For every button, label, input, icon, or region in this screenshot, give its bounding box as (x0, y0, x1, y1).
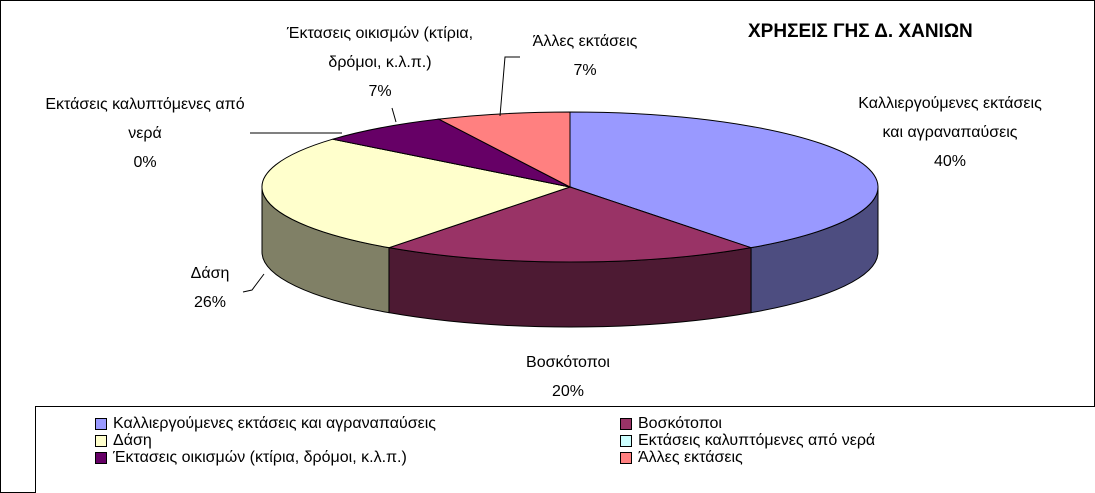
data-label-name: Καλλιεργούμενες εκτάσεις και αγραναπαύσε… (858, 95, 1042, 141)
legend-label: Άλλες εκτάσεις (638, 449, 743, 466)
leader-line (242, 273, 265, 293)
legend-label: Καλλιεργούμενες εκτάσεις και αγραναπαύσε… (113, 415, 436, 432)
leader-line (499, 56, 520, 117)
legend-label: Έκτασεις οικισμών (κτίρια, δρόμοι, κ.λ.π… (113, 449, 407, 466)
legend-swatch (620, 452, 632, 464)
legend-label: Βοσκότοποι (638, 415, 722, 432)
leader-line (391, 107, 397, 123)
data-label-value: 7% (573, 62, 597, 79)
data-label: Καλλιεργούμενες εκτάσεις και αγραναπαύσε… (855, 89, 1045, 176)
legend-swatch (620, 435, 632, 447)
data-label-name: Έκτασεις οικισμών (κτίρια, δρόμοι, κ.λ.π… (286, 25, 474, 71)
data-label-value: 0% (133, 154, 157, 171)
data-label: Έκτασεις οικισμών (κτίρια, δρόμοι, κ.λ.π… (265, 19, 495, 106)
legend-swatch (95, 418, 107, 430)
data-label-value: 20% (551, 383, 585, 400)
data-label: Δάση 26% (170, 259, 250, 317)
legend-box (35, 406, 1095, 493)
data-label-name: Άλλες εκτάσεις (532, 33, 638, 50)
legend-label: Δάση (113, 432, 152, 449)
slice (437, 111, 571, 188)
legend-swatch (95, 452, 107, 464)
data-label: Άλλες εκτάσεις 7% (485, 27, 685, 85)
data-label-value: 40% (933, 153, 967, 170)
data-label-name: Δάση (190, 265, 230, 282)
legend-swatch (95, 435, 107, 447)
data-label: Βοσκότοποι 20% (468, 348, 668, 406)
legend-label: Εκτάσεις καλυπτόμενες από νερά (638, 432, 876, 449)
data-label-name: Εκτάσεις καλυπτόμενες από νερά (45, 96, 245, 142)
data-label-value: 7% (368, 83, 392, 100)
slice (388, 186, 752, 263)
legend-swatch (620, 418, 632, 430)
data-label: Εκτάσεις καλυπτόμενες από νερά 0% (35, 90, 255, 177)
slice (261, 138, 572, 249)
slice (569, 111, 879, 249)
slice (332, 118, 571, 188)
data-label-value: 26% (193, 294, 227, 311)
data-label-name: Βοσκότοποι (526, 354, 610, 371)
chart-title: ΧΡΗΣΕΙΣ ΓΗΣ Δ. ΧΑΝΙΩΝ (748, 21, 973, 42)
